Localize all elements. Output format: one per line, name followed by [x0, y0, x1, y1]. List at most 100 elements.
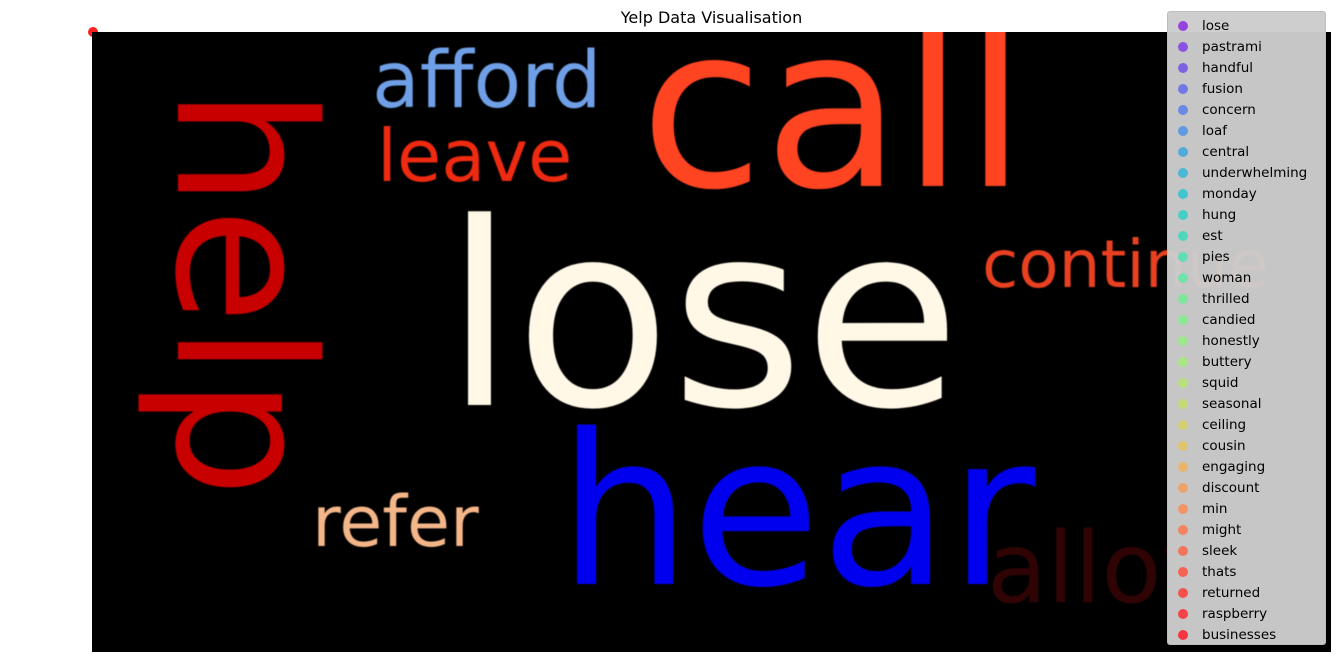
- legend-label-businesses: businesses: [1202, 626, 1277, 643]
- legend-item: est: [1168, 225, 1325, 246]
- legend-label-cousin: cousin: [1202, 437, 1246, 454]
- cloud-word-call: call: [640, 32, 1027, 240]
- legend-marker-buttery: [1178, 356, 1188, 367]
- cloud-word-refer: refer: [312, 481, 479, 563]
- legend-label-thats: thats: [1202, 563, 1237, 580]
- legend-label-honestly: honestly: [1202, 332, 1260, 349]
- legend-marker-pastrami: [1178, 41, 1188, 52]
- legend-marker-central: [1178, 146, 1188, 157]
- legend-marker-ceiling: [1178, 419, 1188, 430]
- legend-label-handful: handful: [1202, 59, 1254, 76]
- legend-label-underwhelming: underwhelming: [1202, 164, 1308, 181]
- legend-label-returned: returned: [1202, 584, 1261, 601]
- legend-label-seasonal: seasonal: [1202, 395, 1262, 412]
- legend-marker-squid: [1178, 377, 1188, 388]
- legend-marker-honestly: [1178, 335, 1188, 346]
- legend-item: thats: [1168, 561, 1325, 582]
- cloud-word-leave: leave: [377, 114, 573, 198]
- legend-label-candied: candied: [1202, 311, 1256, 328]
- legend-label-est: est: [1202, 227, 1223, 244]
- legend-label-sleek: sleek: [1202, 542, 1238, 559]
- legend-item: honestly: [1168, 330, 1325, 351]
- legend-label-thrilled: thrilled: [1202, 290, 1250, 307]
- legend-item: discount: [1168, 477, 1325, 498]
- legend-label-hung: hung: [1202, 206, 1237, 223]
- legend-marker-might: [1178, 524, 1188, 535]
- legend-label-squid: squid: [1202, 374, 1239, 391]
- legend-item: cousin: [1168, 435, 1325, 456]
- legend-item: central: [1168, 141, 1325, 162]
- legend-item: fusion: [1168, 78, 1325, 99]
- legend-item: min: [1168, 498, 1325, 519]
- legend-marker-raspberry: [1178, 608, 1188, 619]
- legend-label-pies: pies: [1202, 248, 1230, 265]
- legend-label-loaf: loaf: [1202, 122, 1228, 139]
- legend-marker-handful: [1178, 62, 1188, 73]
- legend-marker-sleek: [1178, 545, 1188, 556]
- legend-label-ceiling: ceiling: [1202, 416, 1247, 433]
- legend-item: sleek: [1168, 540, 1325, 561]
- legend-item: hung: [1168, 204, 1325, 225]
- legend-item: woman: [1168, 267, 1325, 288]
- legend-item: might: [1168, 519, 1325, 540]
- legend-marker-monday: [1178, 188, 1188, 199]
- legend-marker-underwhelming: [1178, 167, 1188, 178]
- legend-label-min: min: [1202, 500, 1228, 517]
- legend-item: businesses: [1168, 624, 1325, 645]
- legend-item: ceiling: [1168, 414, 1325, 435]
- legend-marker-discount: [1178, 482, 1188, 493]
- legend-marker-candied: [1178, 314, 1188, 325]
- cloud-word-afford: afford: [372, 36, 602, 126]
- legend: lose pastrami handful fusion concern loaf cent…: [1167, 11, 1326, 645]
- legend-item: loaf: [1168, 120, 1325, 141]
- legend-item: buttery: [1168, 351, 1325, 372]
- legend-item: underwhelming: [1168, 162, 1325, 183]
- legend-item: raspberry: [1168, 603, 1325, 624]
- legend-item: handful: [1168, 57, 1325, 78]
- legend-item: pastrami: [1168, 36, 1325, 57]
- legend-item: squid: [1168, 372, 1325, 393]
- legend-marker-hung: [1178, 209, 1188, 220]
- legend-marker-min: [1178, 503, 1188, 514]
- word-cloud-image: call help lose hear afford leave continue refer…: [92, 32, 1331, 652]
- legend-marker-est: [1178, 230, 1188, 241]
- legend-label-woman: woman: [1202, 269, 1252, 286]
- cloud-word-hear: hear: [558, 389, 1036, 634]
- legend-item: monday: [1168, 183, 1325, 204]
- legend-marker-loaf: [1178, 125, 1188, 136]
- legend-item: thrilled: [1168, 288, 1325, 309]
- legend-marker-returned: [1178, 587, 1188, 598]
- legend-label-concern: concern: [1202, 101, 1256, 118]
- cloud-word-help: help: [133, 87, 354, 498]
- legend-marker-cousin: [1178, 440, 1188, 451]
- legend-item: returned: [1168, 582, 1325, 603]
- legend-label-monday: monday: [1202, 185, 1257, 202]
- legend-label-lose: lose: [1202, 17, 1230, 34]
- legend-marker-thats: [1178, 566, 1188, 577]
- legend-label-raspberry: raspberry: [1202, 605, 1268, 622]
- legend-label-buttery: buttery: [1202, 353, 1252, 370]
- legend-label-discount: discount: [1202, 479, 1260, 496]
- legend-item: lose: [1168, 15, 1325, 36]
- legend-marker-lose: [1178, 20, 1188, 31]
- legend-marker-engaging: [1178, 461, 1188, 472]
- legend-label-might: might: [1202, 521, 1242, 538]
- legend-label-engaging: engaging: [1202, 458, 1266, 475]
- legend-marker-businesses: [1178, 629, 1188, 640]
- legend-marker-pies: [1178, 251, 1188, 262]
- legend-item: candied: [1168, 309, 1325, 330]
- legend-item: concern: [1168, 99, 1325, 120]
- legend-label-fusion: fusion: [1202, 80, 1243, 97]
- legend-label-central: central: [1202, 143, 1250, 160]
- legend-marker-concern: [1178, 104, 1188, 115]
- legend-marker-woman: [1178, 272, 1188, 283]
- chart-title: Yelp Data Visualisation: [620, 8, 803, 27]
- legend-item: pies: [1168, 246, 1325, 267]
- legend-marker-fusion: [1178, 83, 1188, 94]
- legend-item: seasonal: [1168, 393, 1325, 414]
- legend-marker-seasonal: [1178, 398, 1188, 409]
- legend-marker-thrilled: [1178, 293, 1188, 304]
- legend-item: engaging: [1168, 456, 1325, 477]
- legend-label-pastrami: pastrami: [1202, 38, 1262, 55]
- cloud-word-lose: lose: [444, 169, 961, 466]
